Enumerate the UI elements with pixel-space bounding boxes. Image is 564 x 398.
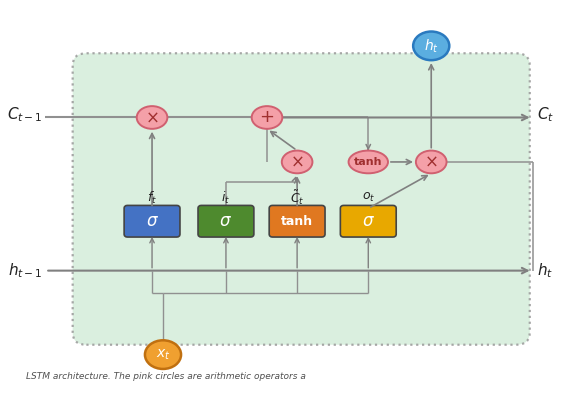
Text: $f_t$: $f_t$ [147, 189, 157, 206]
Ellipse shape [252, 106, 283, 129]
Text: tanh: tanh [354, 157, 382, 167]
Ellipse shape [416, 150, 447, 173]
Text: $\times$: $\times$ [145, 109, 159, 127]
Text: $h_t$: $h_t$ [537, 261, 553, 280]
Text: $+$: $+$ [259, 109, 275, 127]
FancyBboxPatch shape [340, 205, 396, 237]
Text: LSTM architecture. The pink circles are arithmetic operators a: LSTM architecture. The pink circles are … [26, 372, 306, 381]
Text: tanh: tanh [281, 215, 313, 228]
Text: $\tilde{C}_t$: $\tilde{C}_t$ [290, 188, 305, 207]
FancyBboxPatch shape [73, 53, 530, 345]
Ellipse shape [282, 150, 312, 173]
Text: $\sigma$: $\sigma$ [146, 212, 158, 230]
Text: $\times$: $\times$ [290, 153, 304, 171]
Text: $x_t$: $x_t$ [156, 347, 170, 362]
Text: $\sigma$: $\sigma$ [362, 212, 374, 230]
Text: $\times$: $\times$ [424, 153, 438, 171]
Ellipse shape [136, 106, 168, 129]
FancyBboxPatch shape [198, 205, 254, 237]
Text: $i_t$: $i_t$ [221, 189, 231, 206]
FancyBboxPatch shape [269, 205, 325, 237]
Text: $C_{t-1}$: $C_{t-1}$ [7, 105, 42, 124]
Ellipse shape [145, 340, 181, 369]
Ellipse shape [349, 150, 388, 173]
Ellipse shape [413, 31, 450, 60]
FancyBboxPatch shape [124, 205, 180, 237]
Text: $h_t$: $h_t$ [424, 37, 439, 55]
Text: $\sigma$: $\sigma$ [219, 212, 232, 230]
Text: $o_t$: $o_t$ [362, 191, 375, 204]
Text: $C_t$: $C_t$ [537, 105, 554, 124]
Text: $h_{t-1}$: $h_{t-1}$ [8, 261, 42, 280]
